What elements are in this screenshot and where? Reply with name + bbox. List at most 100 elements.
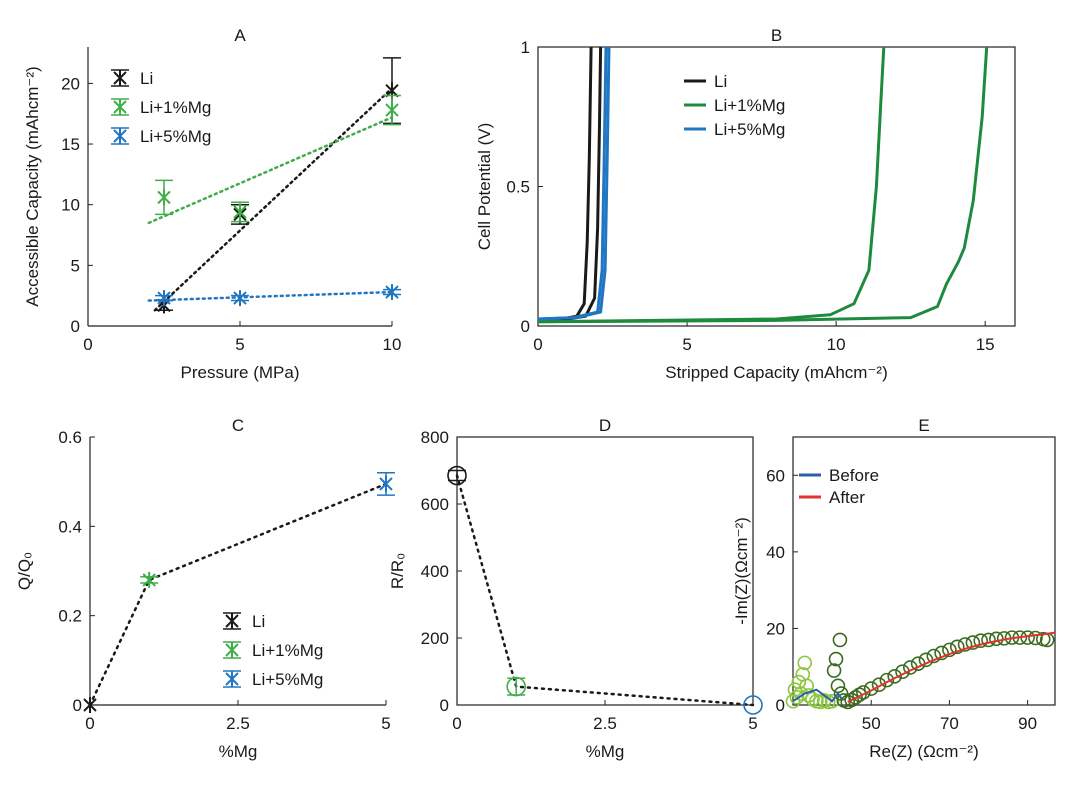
legend-label: Li+5%Mg [140, 127, 211, 146]
data-point [856, 685, 871, 700]
x-tick-label: 2.5 [226, 714, 250, 733]
trend-line [455, 474, 755, 707]
x-marker [142, 571, 156, 588]
data-point [863, 681, 879, 696]
error-bar [111, 69, 129, 87]
x-tick-label: 0 [533, 335, 542, 354]
panel-title: B [771, 26, 782, 45]
y-tick-label: 0.2 [58, 607, 82, 626]
legend-label: Li+5%Mg [714, 120, 785, 139]
series-line [847, 631, 1056, 703]
series-line [537, 46, 989, 324]
legend-label: Li+5%Mg [252, 670, 323, 689]
y-tick-label: 20 [766, 619, 785, 638]
data-point [824, 693, 840, 709]
y-tick-label: 10 [61, 196, 80, 215]
data-point [83, 697, 97, 713]
y-tick-label: 20 [61, 74, 80, 93]
data-point [989, 631, 1004, 647]
y-tick-label: 0 [440, 696, 449, 715]
y-tick-label: 600 [421, 495, 449, 514]
error-bar [111, 127, 129, 145]
data-point [785, 693, 801, 709]
data-point [789, 690, 805, 705]
x-tick-label: 15 [976, 335, 995, 354]
axes-frame [456, 436, 754, 706]
y-tick-label: 40 [766, 543, 785, 562]
x-tick-label: 70 [940, 714, 959, 733]
x-marker [157, 290, 171, 307]
trend-line [88, 482, 388, 707]
error-bar [223, 641, 241, 659]
data-point [949, 639, 965, 655]
x-tick-label: 10 [827, 335, 846, 354]
y-axis-label: Cell Potential (V) [475, 123, 494, 251]
data-point [385, 102, 399, 119]
legend-label: Before [829, 466, 879, 485]
panel-title: D [599, 416, 611, 435]
legend-label: Li+1%Mg [714, 96, 785, 115]
x-axis-label: Pressure (MPa) [180, 363, 299, 382]
data-point [233, 203, 247, 220]
x-tick-label: 0 [452, 714, 461, 733]
legend-label: Li+1%Mg [252, 641, 323, 660]
panel-title: C [232, 416, 244, 435]
x-tick-label: 0 [85, 714, 94, 733]
data-point [942, 642, 957, 658]
x-marker [157, 189, 171, 206]
x-tick-label: 90 [1018, 714, 1037, 733]
data-point [826, 663, 842, 678]
y-tick-label: 15 [61, 135, 80, 154]
x-axis-label: Re(Z) (Ωcm⁻²) [869, 742, 979, 761]
data-point [828, 651, 844, 667]
error-bar [223, 612, 241, 630]
y-axis-label: -Im(Z)(Ωcm⁻²) [732, 517, 751, 625]
data-point [830, 678, 846, 694]
y-tick-label: 0 [521, 317, 530, 336]
data-point [973, 633, 989, 648]
panel-b: B 0 5 10 15 0 0.5 1 Stripped Capacity (mAhcm⁻²) C… [475, 26, 1016, 382]
y-tick-label: 0.5 [506, 178, 530, 197]
x-tick-label: 5 [748, 714, 757, 733]
data-point [879, 672, 895, 688]
data-point [157, 189, 171, 206]
y-axis-label: Accessible Capacity (mAhcm⁻²) [23, 66, 42, 306]
data-point [934, 645, 949, 661]
trend-line [147, 290, 394, 302]
data-point [926, 648, 942, 664]
series-line [792, 688, 843, 703]
error-bar [223, 670, 241, 688]
data-point [848, 690, 863, 705]
trend-line [147, 116, 394, 225]
data-point [157, 290, 171, 307]
legend-label: Li [252, 612, 265, 631]
x-marker [233, 290, 247, 307]
x-tick-label: 5 [682, 335, 691, 354]
series-line [537, 46, 611, 321]
y-axis-label: R/R₀ [388, 553, 407, 589]
data-point [142, 571, 156, 588]
data-point [797, 655, 813, 671]
data-point [743, 695, 763, 715]
x-tick-label: 2.5 [593, 714, 617, 733]
panel-e: E 50 70 90 0 20 40 60 Re(Z) (Ωcm⁻²) -Im(Z)(Ωcm⁻²)… [732, 416, 1056, 761]
y-tick-label: 0 [73, 696, 82, 715]
error-bar [448, 469, 466, 482]
data-point [844, 692, 859, 708]
axes-frame [792, 436, 1056, 706]
x-axis-label: %Mg [586, 742, 625, 761]
panel-d: D 0 2.5 5 0 200 400 600 800 %Mg R/R₀ [388, 416, 763, 761]
data-point [871, 677, 887, 693]
y-tick-label: 1 [521, 38, 530, 57]
legend-label: Li [714, 72, 727, 91]
panel-a: A 0 5 10 0 5 10 15 20 Pressure (MPa) Accessible Ca… [23, 26, 401, 382]
y-tick-label: 800 [421, 428, 449, 447]
error-bar [111, 98, 129, 116]
panel-c: C 0 2.5 5 0 0.2 0.4 0.6 %Mg Q/Q₀ Li Li+1%Mg Li+5%Mg [15, 416, 395, 761]
y-tick-label: 60 [766, 466, 785, 485]
data-point [385, 284, 399, 301]
panel-title: A [234, 26, 246, 45]
x-marker [233, 203, 247, 220]
x-marker [385, 102, 399, 119]
